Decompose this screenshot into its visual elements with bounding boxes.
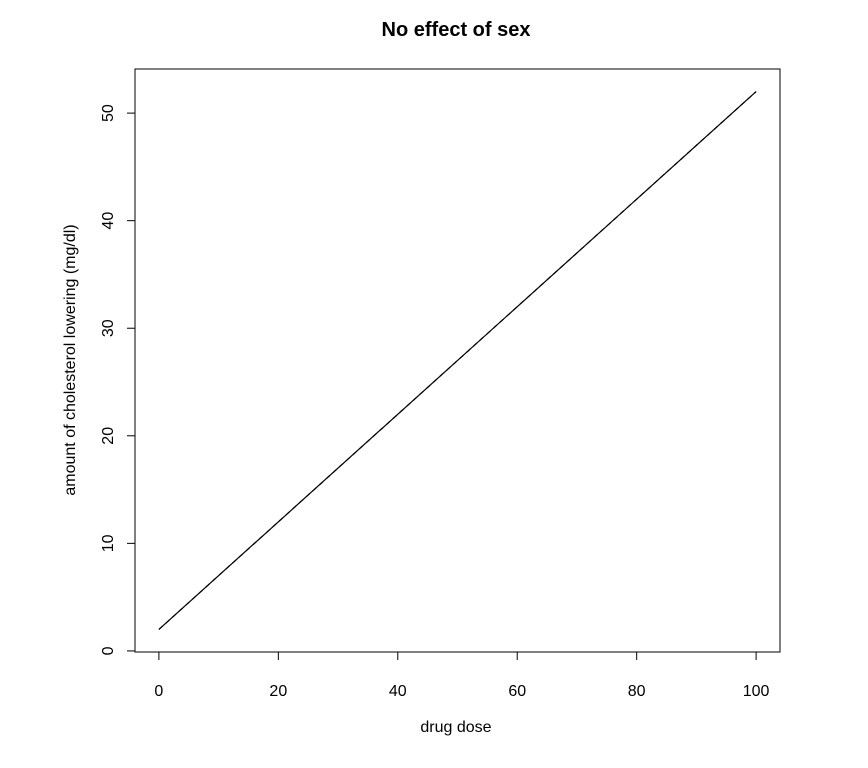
x-tick-label-2: 40 [389,683,407,700]
y-tick-label-1: 10 [100,534,117,552]
y-axis: 0 10 20 30 40 50 [100,104,136,655]
x-axis-label: drug dose [420,719,491,736]
x-tick-label-4: 80 [628,683,646,700]
x-tick-label-5: 100 [743,683,770,700]
chart-title: No effect of sex [382,19,531,41]
y-tick-label-5: 50 [100,104,117,122]
y-tick-label-4: 40 [100,212,117,230]
series-line-1 [158,91,757,630]
y-tick-label-0: 0 [100,646,117,655]
x-tick-label-3: 60 [508,683,526,700]
y-tick-label-3: 30 [100,319,117,337]
x-tick-label-1: 20 [269,683,287,700]
y-axis-label: amount of cholesterol lowering (mg/dl) [62,224,79,495]
y-tick-label-2: 20 [100,427,117,445]
series-layer [158,91,757,630]
x-tick-label-0: 0 [154,683,163,700]
x-axis: 0 20 40 60 80 100 [154,651,770,700]
